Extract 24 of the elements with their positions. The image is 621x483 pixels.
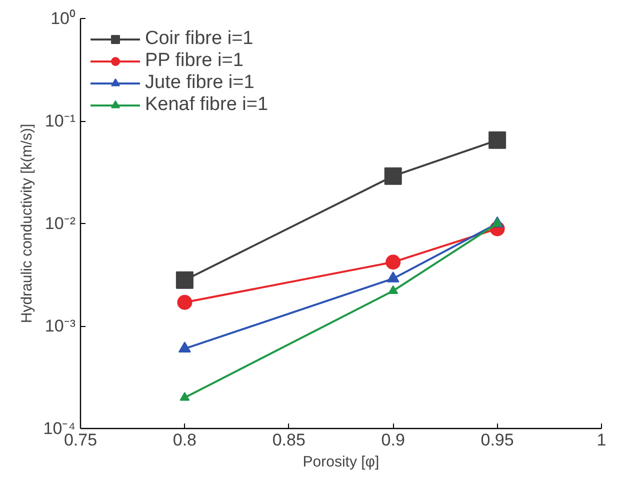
point bbox=[386, 254, 401, 270]
x-tick-label: 1 bbox=[596, 430, 606, 450]
x-axis-title: Porosity [φ] bbox=[302, 454, 380, 470]
x-tick-label: 0.95 bbox=[480, 430, 514, 450]
legend-label: Jute fibre i=1 bbox=[145, 72, 254, 94]
legend-label: PP fibre i=1 bbox=[145, 50, 244, 72]
point bbox=[388, 285, 398, 294]
point bbox=[488, 131, 506, 149]
x-tick-label: 0.9 bbox=[381, 430, 405, 450]
y-tick-label: 10⁰ bbox=[50, 9, 76, 28]
y-tick-label: 10⁻¹ bbox=[44, 112, 76, 130]
x-tick-label: 0.85 bbox=[272, 430, 306, 450]
point bbox=[384, 167, 402, 185]
point bbox=[180, 392, 190, 401]
point bbox=[178, 342, 191, 353]
y-tick-label: 10⁻² bbox=[44, 214, 76, 233]
y-tick-label: 10⁻³ bbox=[44, 316, 76, 336]
y-axis-title: Hydraulic conductivity [k(m/s)] bbox=[18, 124, 36, 324]
legend-label: Kenaf fibre i=1 bbox=[145, 94, 268, 116]
legend-label: Coir fibre i=1 bbox=[145, 28, 254, 50]
point bbox=[176, 271, 194, 289]
x-tick-label: 0.8 bbox=[172, 430, 197, 450]
point bbox=[177, 294, 192, 310]
point bbox=[386, 271, 400, 282]
